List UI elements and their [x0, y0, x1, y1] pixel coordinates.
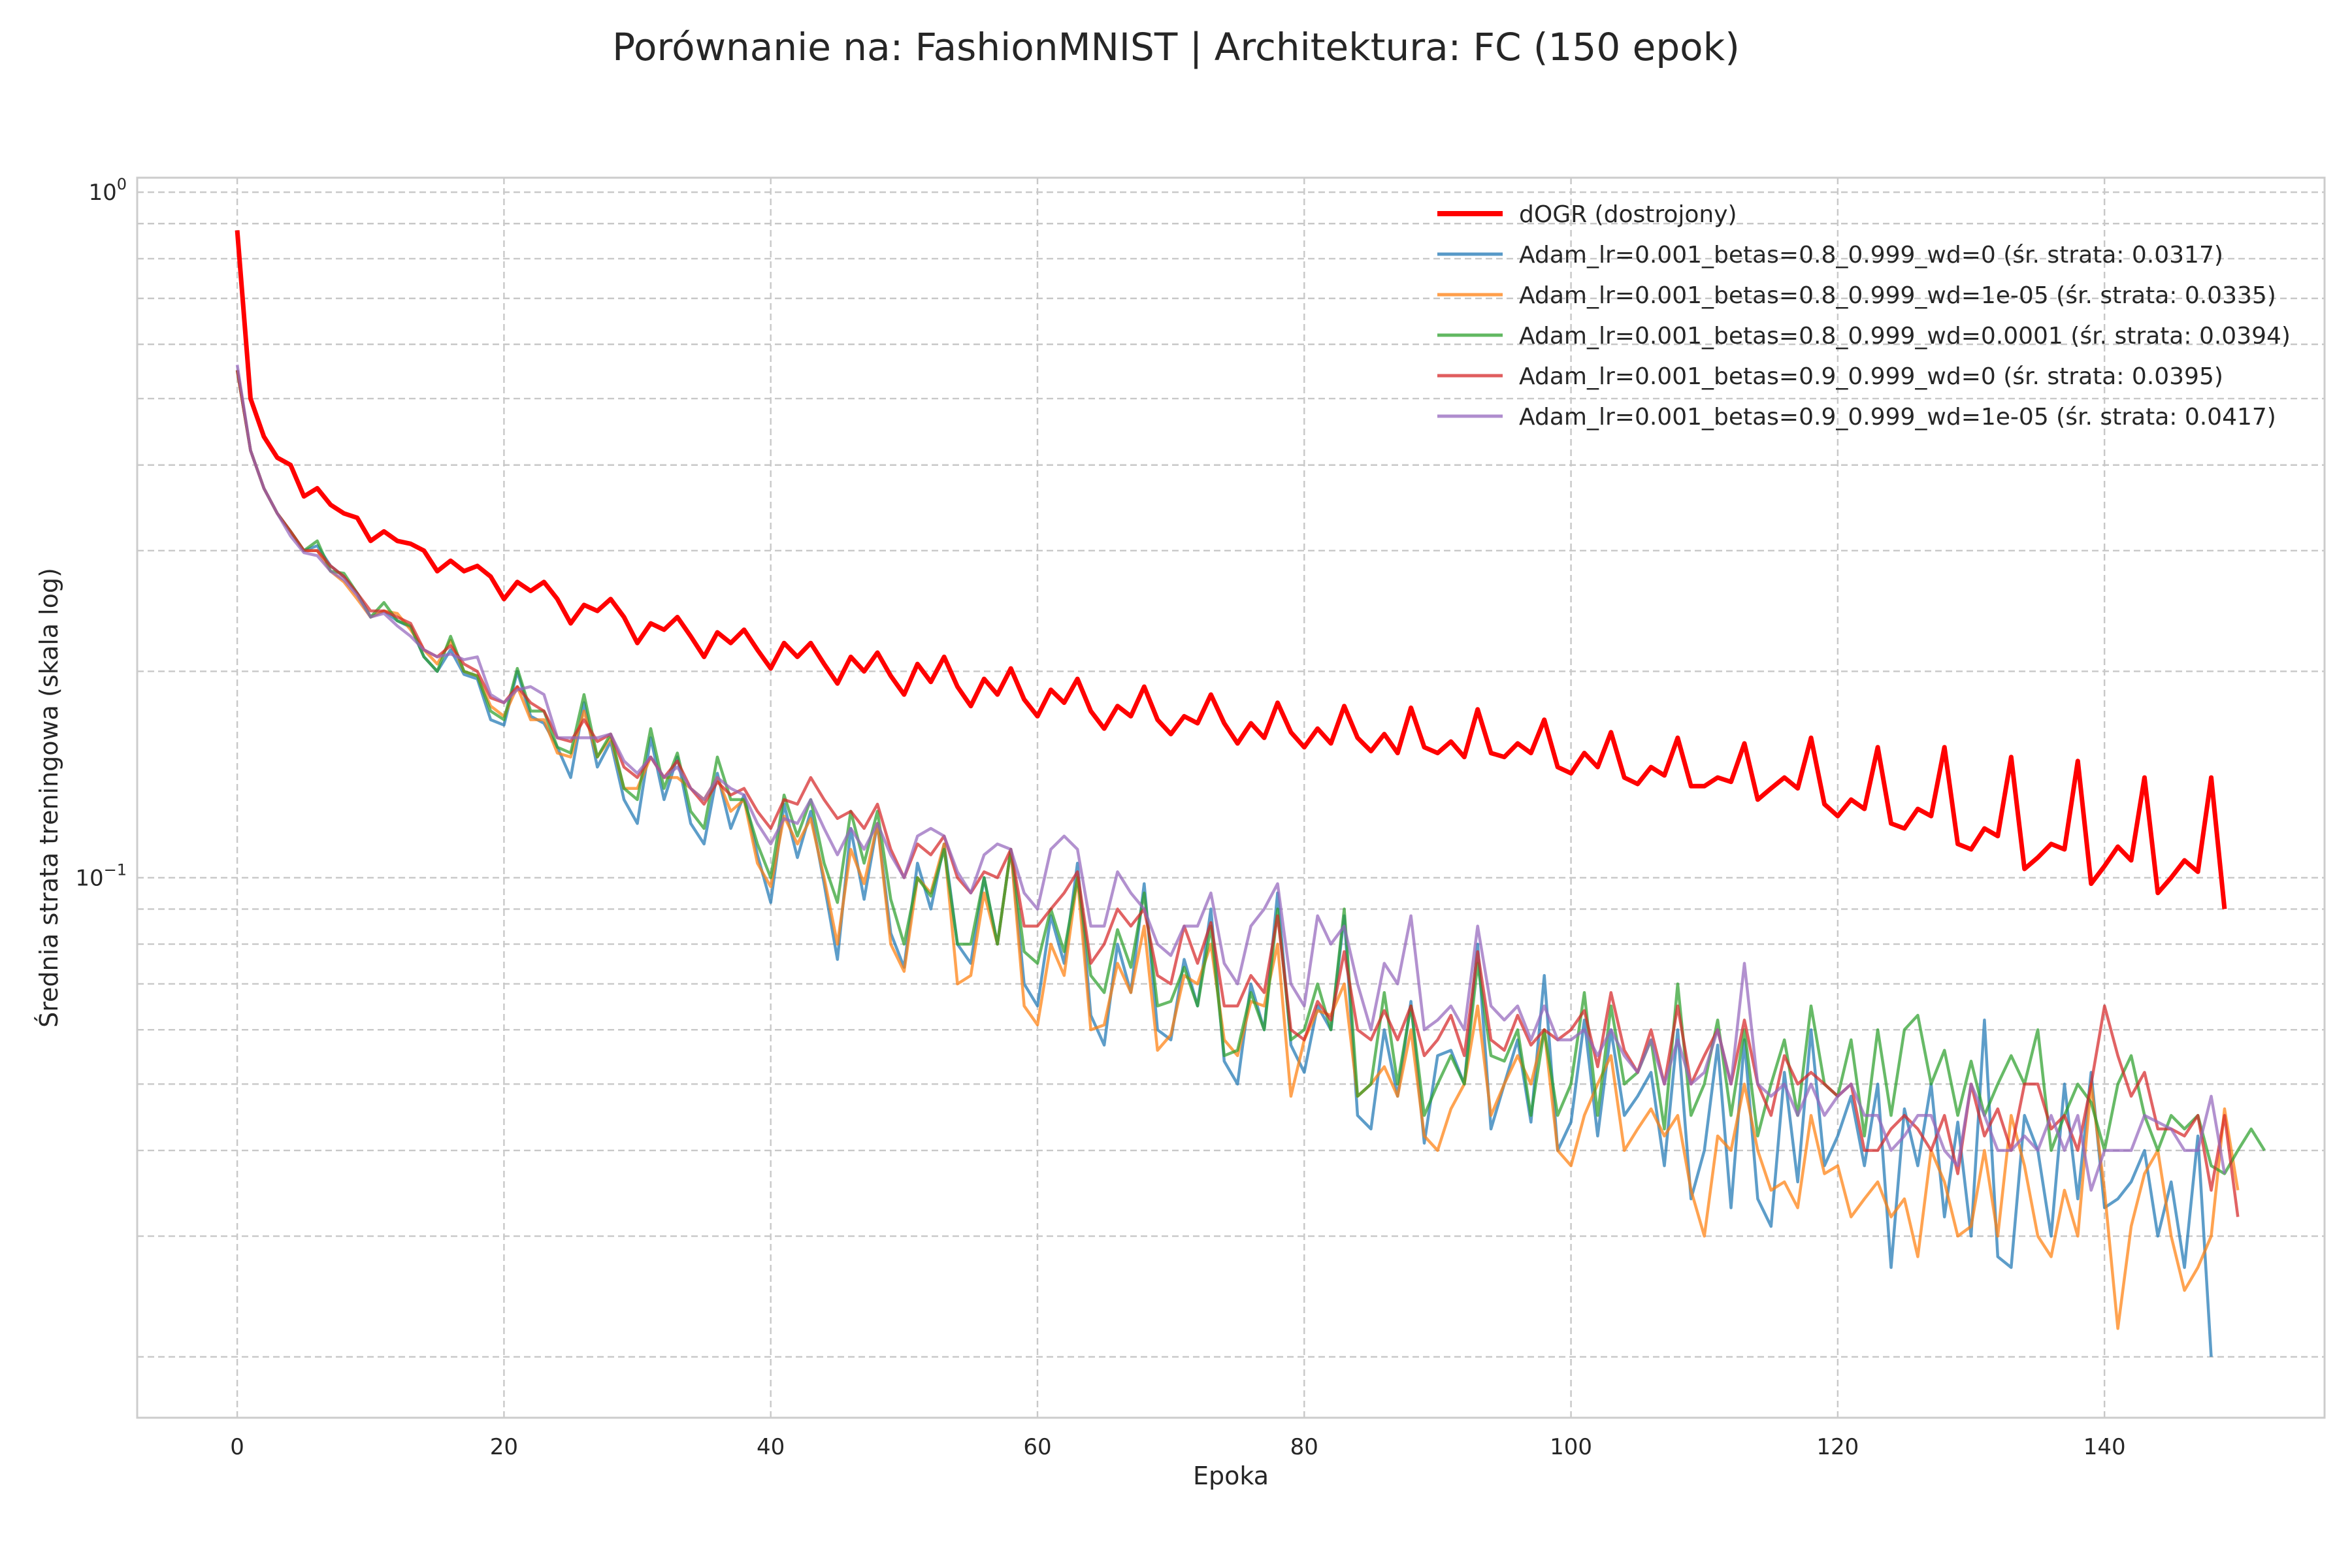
y-tick-labels: 100 10−1: [75, 175, 127, 891]
x-tick-label: 0: [230, 1434, 244, 1460]
y-tick-label: 10−1: [75, 860, 127, 891]
x-axis-label: Epoka: [1193, 1462, 1269, 1490]
legend-label-1: Adam_lr=0.001_betas=0.8_0.999_wd=0 (śr. …: [1519, 242, 2223, 269]
x-tick-label: 20: [490, 1434, 518, 1460]
x-tick-label: 120: [1816, 1434, 1859, 1460]
plot-frame: [136, 176, 2326, 1419]
series-line-4: [235, 370, 2240, 1217]
chart-title: Porównanie na: FashionMNIST | Architektu…: [612, 25, 1740, 69]
legend-label-2: Adam_lr=0.001_betas=0.8_0.999_wd=1e-05 (…: [1519, 282, 2276, 309]
x-tick-label: 80: [1290, 1434, 1318, 1460]
x-tick-label: 40: [757, 1434, 785, 1460]
series-line-2: [235, 370, 2240, 1330]
series-line-5: [235, 365, 2227, 1192]
legend-label-5: Adam_lr=0.001_betas=0.9_0.999_wd=1e-05 (…: [1519, 404, 2276, 431]
x-tick-label: 100: [1550, 1434, 1592, 1460]
x-tick-label: 140: [2083, 1434, 2126, 1460]
legend-label-0: dOGR (dostrojony): [1519, 201, 1737, 228]
legend-label-3: Adam_lr=0.001_betas=0.8_0.999_wd=0.0001 …: [1519, 323, 2291, 350]
y-axis-label: Średnia strata treningowa (skala log): [35, 568, 63, 1028]
grid: [137, 178, 2325, 1418]
legend-label-4: Adam_lr=0.001_betas=0.9_0.999_wd=0 (śr. …: [1519, 363, 2223, 390]
plot-area: [137, 178, 2325, 1418]
series-lines: [235, 230, 2266, 1357]
x-tick-label: 60: [1023, 1434, 1051, 1460]
legend: dOGR (dostrojony) Adam_lr=0.001_betas=0.8…: [1437, 201, 2291, 431]
series-line-0: [235, 230, 2227, 909]
y-tick-label: 100: [88, 175, 127, 206]
x-tick-labels: 0 20 40 60 80 100 120 140: [230, 1434, 2125, 1460]
